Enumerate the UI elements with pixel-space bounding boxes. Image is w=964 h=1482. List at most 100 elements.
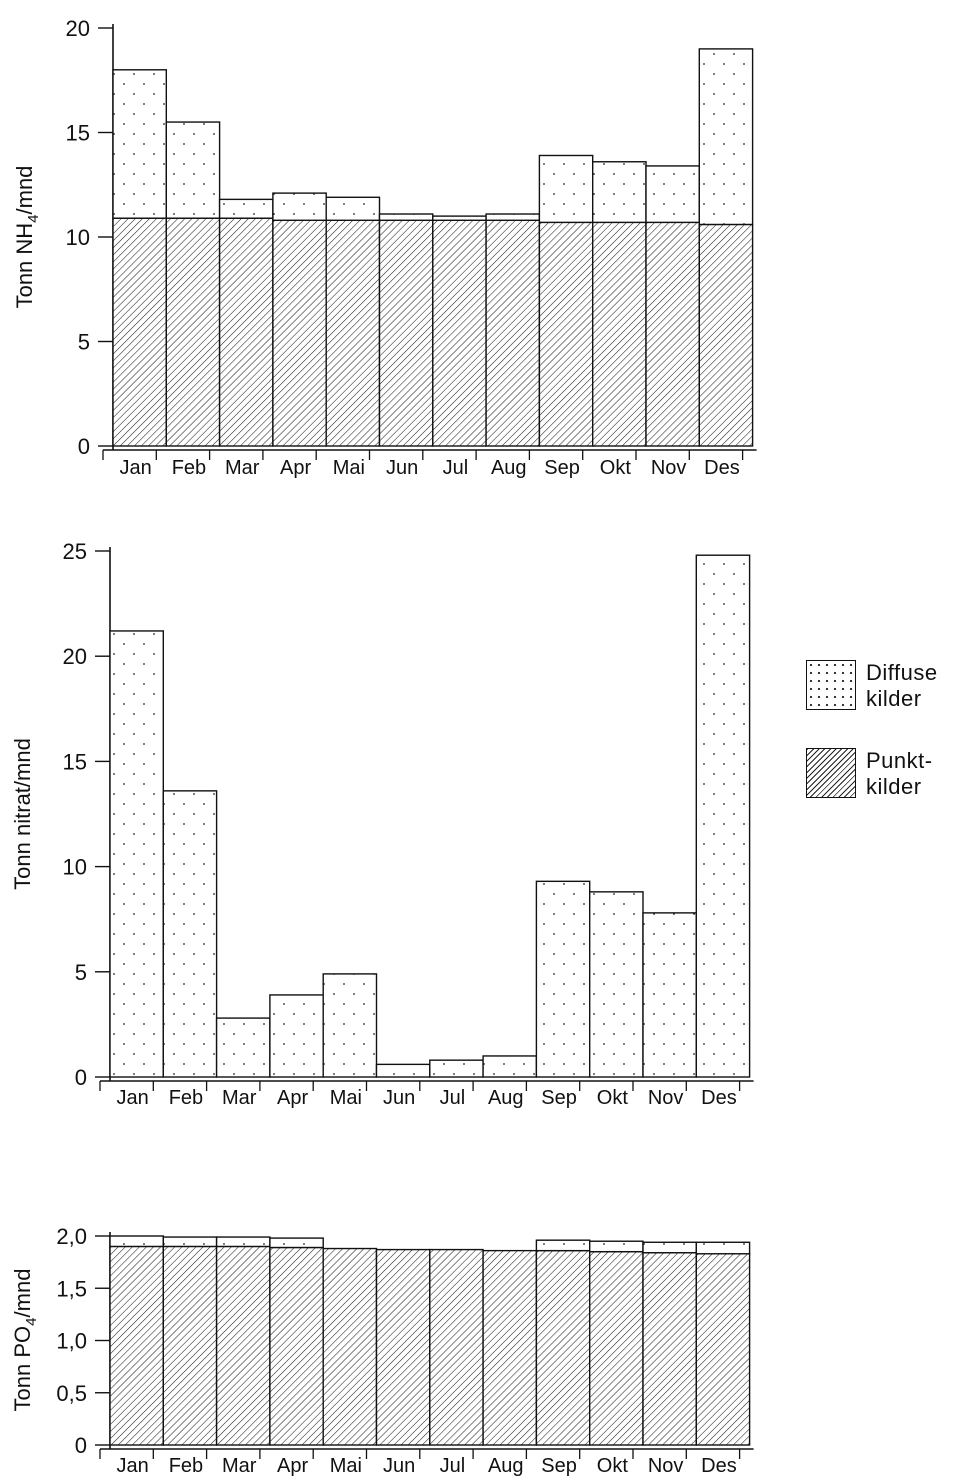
nh4-bar-point-aug	[485, 219, 541, 447]
nitrate-category-label: Apr	[277, 1087, 308, 1109]
nitrate-category-label: Sep	[541, 1087, 577, 1109]
po4-category-label: Mai	[330, 1455, 362, 1477]
nitrate-y-tick-label: 25	[63, 539, 87, 564]
nitrate-y-tick-label: 0	[75, 1065, 87, 1090]
po4-bar-point-jun	[375, 1248, 431, 1446]
nitrate-category-label: Aug	[488, 1087, 524, 1109]
nh4-category-label: Aug	[491, 457, 527, 479]
nitrate-y-tick-label: 10	[63, 855, 87, 880]
nitrate-bar-diffuse-okt	[589, 891, 644, 1078]
nh4-bar-diffuse-aug	[485, 213, 541, 221]
po4-bar-point-jul	[429, 1248, 484, 1446]
po4-bar-diffuse-apr	[269, 1237, 324, 1249]
diffuse-label-line-1: Diffuse	[866, 660, 938, 685]
po4-bar-diffuse-nov	[642, 1241, 697, 1254]
nh4-bar-point-sep	[538, 221, 594, 447]
nh4-bar-point-jun	[378, 219, 434, 447]
nh4-y-tick-label: 5	[78, 330, 90, 355]
po4-bar-point-sep	[535, 1249, 591, 1446]
nitrate-chart: 0 5 10 15 20 25 Jan Feb Mar Apr Mai Jun Jul Aug Sep Okt…	[10, 539, 754, 1109]
po4-category-label: Des	[701, 1455, 737, 1477]
nitrate-category-label: Nov	[648, 1087, 684, 1109]
nitrate-bar-diffuse-apr	[269, 994, 324, 1078]
nh4-bar-diffuse-feb	[165, 121, 221, 219]
po4-y-tick-label: 0	[75, 1433, 87, 1458]
nitrate-y-tick-label: 20	[63, 644, 87, 669]
po4-bar-point-des	[695, 1253, 751, 1446]
nh4-y-tick-label: 20	[66, 16, 90, 41]
po4-y-tick-label: 1,5	[56, 1276, 87, 1301]
diffuse-label: Diffuse kilder	[866, 660, 938, 712]
nh4-category-label: Nov	[651, 457, 687, 479]
nitrate-category-label: Jan	[117, 1087, 149, 1109]
nh4-category-label: Jul	[443, 457, 469, 479]
diffuse-swatch	[806, 660, 856, 710]
nh4-bar-diffuse-apr	[272, 192, 327, 221]
po4-bar-diffuse-jan	[109, 1235, 164, 1248]
po4-bar-diffuse-feb	[162, 1236, 218, 1248]
po4-bar-diffuse-okt	[589, 1240, 644, 1253]
po4-category-label: Jan	[117, 1455, 149, 1477]
po4-category-label: Aug	[488, 1455, 524, 1477]
nh4-bar-point-mar	[218, 217, 274, 447]
po4-chart: 0 0,5 1,0 1,5 2,0 Jan Feb Mar Apr Mai Jun Jul Aug Sep…	[10, 1224, 754, 1477]
nh4-category-label: Des	[704, 457, 740, 479]
po4-category-label: Jul	[440, 1455, 466, 1477]
po4-bar-point-aug	[482, 1249, 538, 1446]
nh4-bar-diffuse-sep	[538, 154, 594, 224]
diffuse-label-line-2: kilder	[866, 686, 922, 711]
po4-bar-point-mar	[215, 1245, 271, 1446]
nitrate-category-label: Feb	[169, 1087, 203, 1109]
nitrate-category-label: Jun	[383, 1087, 415, 1109]
nitrate-category-label: Mai	[330, 1087, 362, 1109]
nh4-bar-point-jul	[432, 219, 487, 447]
po4-bar-point-jan	[109, 1245, 164, 1446]
nh4-category-label: Jun	[386, 457, 418, 479]
nitrate-y-axis-title: Tonn nitrat/mnd	[10, 738, 35, 890]
po4-bar-point-apr	[269, 1246, 324, 1446]
nh4-bar-point-apr	[272, 219, 327, 447]
legend-item-diffuse: Diffuse kilder	[806, 660, 961, 712]
nitrate-bar-diffuse-jan	[109, 630, 164, 1078]
nitrate-category-label: Jul	[440, 1087, 466, 1109]
po4-category-label: Mar	[222, 1455, 257, 1477]
nitrate-bar-diffuse-des	[695, 554, 751, 1078]
po4-bar-diffuse-sep	[535, 1239, 591, 1252]
nh4-category-label: Sep	[544, 457, 580, 479]
nitrate-category-label: Okt	[597, 1087, 629, 1109]
nh4-bar-point-mai	[325, 219, 381, 447]
nh4-bar-diffuse-jun	[378, 213, 434, 221]
nh4-y-tick-label: 10	[66, 225, 90, 250]
nh4-bar-point-jan	[112, 217, 167, 447]
po4-category-label: Nov	[648, 1455, 684, 1477]
po4-category-label: Jun	[383, 1455, 415, 1477]
nh4-category-label: Mar	[225, 457, 260, 479]
point-swatch	[806, 748, 856, 798]
nitrate-category-label: Des	[701, 1087, 737, 1109]
nh4-bar-diffuse-jan	[112, 69, 167, 219]
po4-y-axis-title: Tonn PO4/mnd	[10, 1269, 40, 1412]
po4-category-label: Apr	[277, 1455, 308, 1477]
nitrate-bar-diffuse-nov	[642, 912, 697, 1078]
nitrate-bar-diffuse-mai	[322, 973, 378, 1078]
nitrate-bar-diffuse-aug	[482, 1055, 538, 1078]
point-label-line-1: Punkt-	[866, 748, 933, 773]
legend-item-point: Punkt- kilder	[806, 748, 961, 800]
nh4-bar-point-nov	[645, 221, 700, 447]
nh4-bar-diffuse-nov	[645, 165, 700, 224]
nh4-category-label: Mai	[333, 457, 365, 479]
po4-y-tick-label: 2,0	[56, 1224, 87, 1249]
nitrate-bar-diffuse-jun	[375, 1063, 431, 1078]
po4-category-label: Feb	[169, 1455, 203, 1477]
nh4-y-tick-label: 15	[66, 121, 90, 146]
po4-bar-diffuse-mar	[215, 1236, 271, 1248]
legend: Diffuse kilder Punkt- kilder	[806, 660, 961, 836]
po4-category-label: Sep	[541, 1455, 577, 1477]
nh4-category-label: Feb	[172, 457, 206, 479]
nitrate-y-tick-label: 15	[63, 749, 87, 774]
nh4-bar-diffuse-mai	[325, 196, 381, 221]
nh4-category-label: Apr	[280, 457, 311, 479]
nh4-bar-diffuse-des	[698, 48, 754, 226]
po4-bar-point-feb	[162, 1245, 218, 1446]
